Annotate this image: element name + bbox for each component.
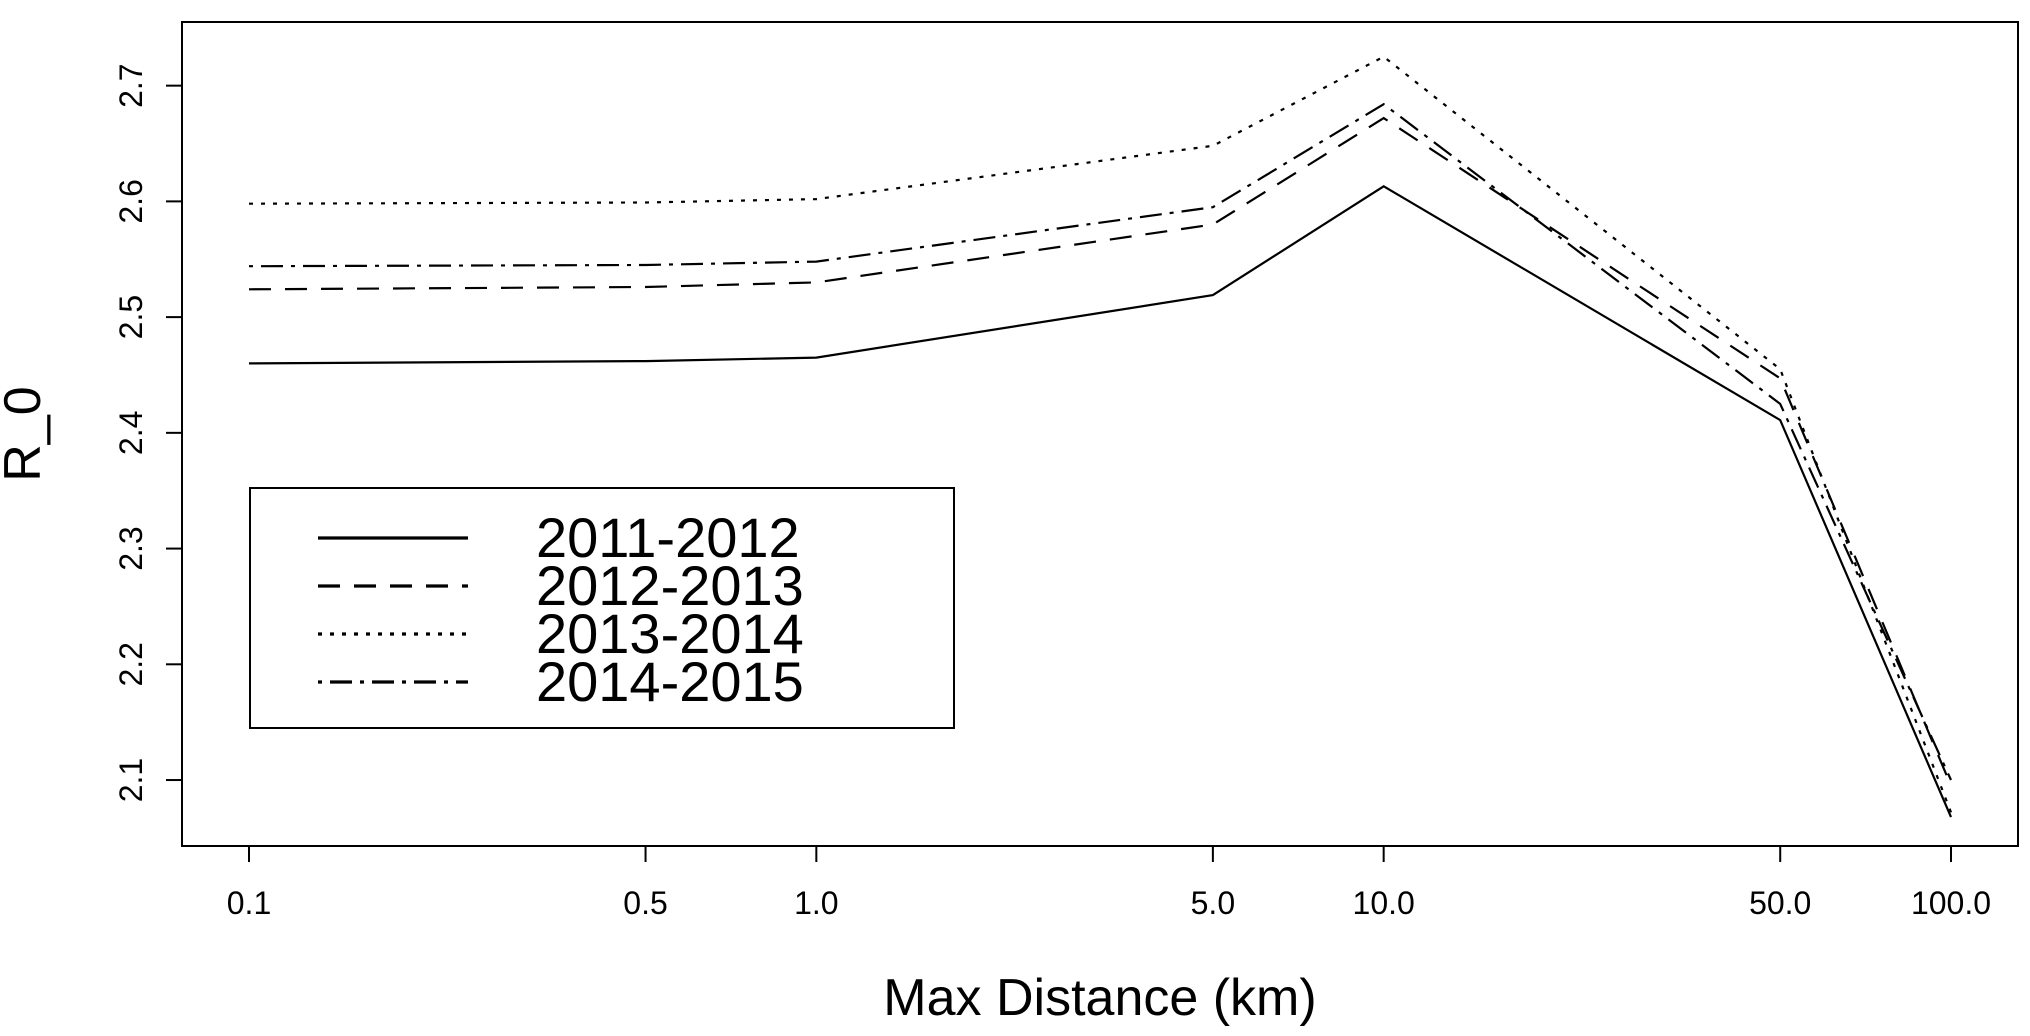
y-axis: 2.1 2.2 2.3 2.4 2.5 2.6 2.7 xyxy=(113,63,182,802)
legend-label: 2011-2012 xyxy=(536,506,800,569)
legend-box xyxy=(249,487,955,729)
x-tick-label: 50.0 xyxy=(1749,885,1811,921)
y-tick-label: 2.3 xyxy=(113,526,149,570)
series-line-2014-2015 xyxy=(248,102,1953,781)
x-tick-label: 0.5 xyxy=(623,885,667,921)
x-tick-label: 100.0 xyxy=(1911,885,1991,921)
x-tick-label: 1.0 xyxy=(794,885,838,921)
y-tick-label: 2.4 xyxy=(113,411,149,455)
y-tick-label: 2.7 xyxy=(113,63,149,107)
x-tick-label: 0.1 xyxy=(227,885,271,921)
y-tick-label: 2.1 xyxy=(113,758,149,802)
series-line-2011-2012 xyxy=(248,185,1953,818)
y-tick-label: 2.5 xyxy=(113,295,149,339)
series-layer xyxy=(248,55,1953,818)
legend-label: 2013-2014 xyxy=(536,602,804,665)
series-line-2012-2013 xyxy=(248,116,1953,787)
y-tick-label: 2.2 xyxy=(113,642,149,686)
legend-label: 2012-2013 xyxy=(536,554,804,617)
y-axis-title: R_0 xyxy=(0,386,52,481)
legend-label: 2014-2015 xyxy=(536,650,804,713)
x-tick-label: 10.0 xyxy=(1353,885,1415,921)
x-axis-title: Max Distance (km) xyxy=(883,969,1316,1027)
plot-frame xyxy=(181,21,2019,847)
y-tick-label: 2.6 xyxy=(113,179,149,223)
x-tick-label: 5.0 xyxy=(1191,885,1235,921)
series-line-2013-2014 xyxy=(248,55,1953,813)
x-axis: 0.1 0.5 1.0 5.0 10.0 50.0 100.0 xyxy=(227,846,1991,921)
